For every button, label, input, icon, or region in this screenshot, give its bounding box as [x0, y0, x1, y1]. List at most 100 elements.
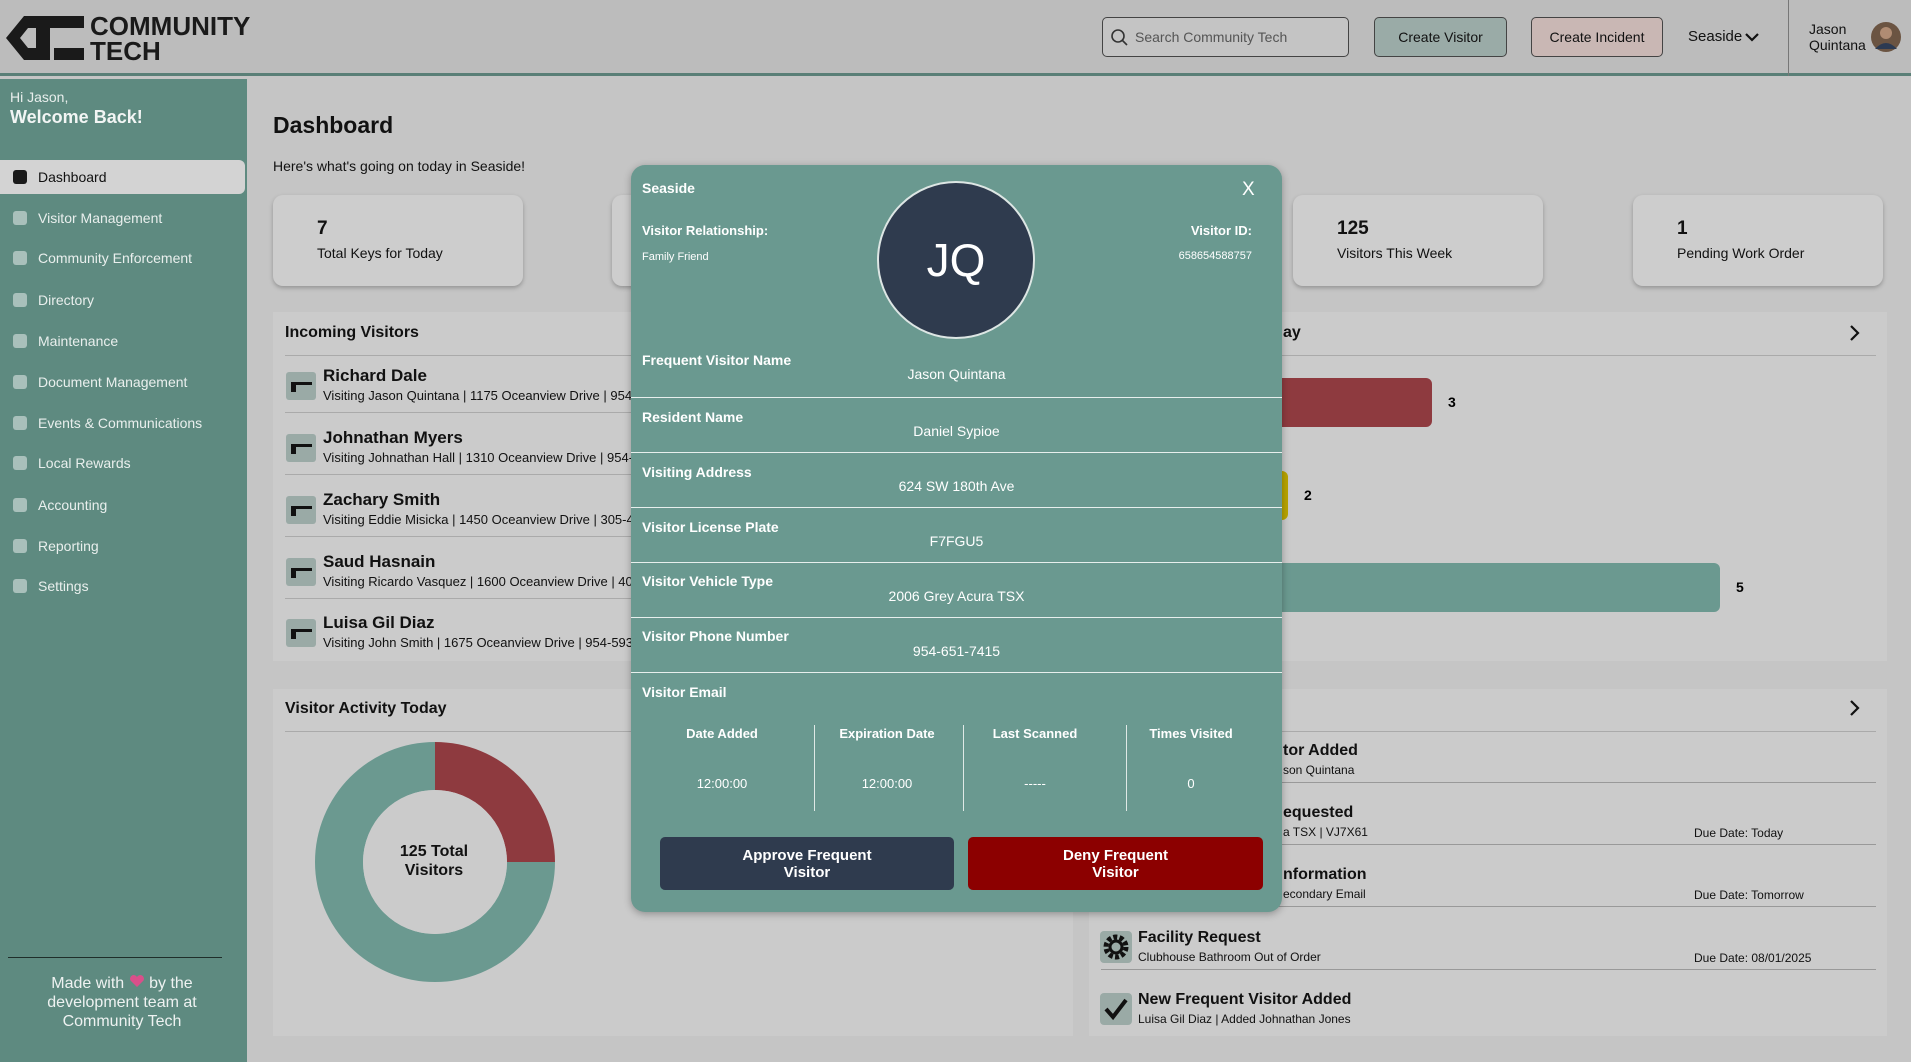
field-value: 954-651-7415	[912, 643, 1001, 659]
visitor-detail: Visiting Eddie Misicka | 1450 Oceanview …	[323, 512, 634, 527]
divider	[963, 725, 964, 811]
visitor-name[interactable]: Zachary Smith	[323, 490, 441, 509]
nav-item[interactable]: Events & Communications	[38, 415, 203, 431]
field-label: Visitor Vehicle Type	[642, 573, 773, 589]
sidebar-footer: Made with by the development team at Com…	[22, 974, 222, 1031]
nav-item[interactable]: Dashboard	[0, 160, 245, 194]
nav-icon	[13, 375, 27, 389]
nav-icon	[13, 539, 27, 553]
table-header: Date Added	[686, 726, 758, 741]
visitor-id-label: Visitor ID:	[1190, 223, 1252, 238]
icon-shape	[13, 416, 27, 430]
table-header: Times Visited	[1149, 726, 1233, 741]
donut-hole	[363, 790, 507, 934]
stat-label: Visitors This Week	[1337, 245, 1453, 261]
task-detail: a TSX | VJ7X61	[1283, 825, 1368, 839]
nav-item[interactable]: Local Rewards	[38, 455, 131, 471]
task-title[interactable]: Facility Request	[1138, 929, 1261, 946]
stat-label: Total Keys for Today	[317, 245, 443, 261]
user-name[interactable]: Jason Quintana	[1809, 21, 1866, 53]
nav-item[interactable]: Accounting	[38, 497, 108, 513]
greeting: Hi Jason,	[10, 89, 69, 105]
logo-line: COMMUNITY	[90, 11, 251, 41]
stat-card: 1 Pending Work Order	[1633, 195, 1883, 286]
visitor-name[interactable]: Johnathan Myers	[323, 428, 463, 447]
field-value: 624 SW 180th Ave	[898, 478, 1015, 494]
icon-shape	[286, 619, 316, 647]
divider	[1101, 969, 1876, 970]
panel-title: Incoming Visitors	[285, 324, 419, 341]
chevron-right[interactable]	[1845, 323, 1865, 343]
icon-shape	[286, 372, 316, 400]
nav-icon	[13, 498, 27, 512]
divider	[631, 562, 1282, 563]
stat-value: 125	[1337, 218, 1369, 239]
divider	[1101, 782, 1876, 783]
icon-shape	[291, 444, 312, 454]
task-title[interactable]: tor Added	[1283, 742, 1358, 759]
search-box[interactable]: Search Community Tech	[1102, 17, 1349, 57]
community-select[interactable]: Seaside	[1688, 28, 1743, 45]
key-icon	[286, 372, 316, 400]
visitor-name[interactable]: Luisa Gil Diaz	[323, 613, 435, 632]
create-incident-button[interactable]: Create Incident	[1531, 17, 1663, 57]
field-label: Frequent Visitor Name	[642, 352, 792, 368]
deny-button[interactable]: Deny Frequent Visitor	[968, 837, 1263, 890]
nav-item[interactable]: Reporting	[38, 538, 99, 554]
task-title[interactable]: New Frequent Visitor Added	[1138, 991, 1352, 1008]
relationship-value: Family Friend	[642, 251, 709, 263]
nav-icon	[13, 456, 27, 470]
panel-title: Visitor Activity Today	[285, 700, 447, 717]
nav-item[interactable]: Community Enforcement	[38, 250, 193, 266]
visitor-name[interactable]: Richard Dale	[323, 366, 427, 385]
task-detail: Clubhouse Bathroom Out of Order	[1138, 950, 1321, 964]
nav-icon	[13, 416, 27, 430]
task-title[interactable]: equested	[1283, 804, 1354, 821]
nav-item[interactable]: Document Management	[38, 374, 188, 390]
close-button[interactable]: X	[1242, 179, 1255, 200]
divider	[631, 507, 1282, 508]
table-header: Expiration Date	[839, 726, 935, 741]
key-icon	[286, 558, 316, 586]
icon-shape	[291, 629, 312, 639]
task-due-date: Due Date: 08/01/2025	[1694, 951, 1812, 965]
visitor-id: 658654588757	[1178, 250, 1252, 262]
user-avatar[interactable]	[1870, 21, 1902, 53]
divider	[1126, 725, 1127, 811]
icon-shape	[291, 568, 312, 578]
visitor-name[interactable]: Saud Hasnain	[323, 552, 436, 571]
table-value: 0	[1187, 776, 1195, 791]
icon-shape	[13, 211, 27, 225]
stat-card: 125 Visitors This Week	[1293, 195, 1543, 286]
donut-center-label: 125 Total Visitors	[399, 843, 469, 879]
sidebar	[0, 79, 247, 1062]
nav-icon	[13, 170, 27, 184]
visitor-detail: Visiting Jason Quintana | 1175 Oceanview…	[323, 388, 644, 403]
icon-shape	[291, 382, 312, 392]
divider	[1101, 355, 1876, 356]
task-due-date: Due Date: Tomorrow	[1694, 888, 1804, 902]
check-icon	[1100, 993, 1132, 1025]
page-subtitle: Here's what's going on today in Seaside!	[273, 158, 526, 174]
email-label: Visitor Email	[642, 684, 727, 700]
create-visitor-button[interactable]: Create Visitor	[1374, 17, 1507, 57]
field-value: Daniel Sypioe	[913, 423, 1000, 439]
nav-item[interactable]: Visitor Management	[38, 210, 163, 226]
approve-button[interactable]: Approve Frequent Visitor	[660, 837, 954, 890]
task-detail: Luisa Gil Diaz | Added Johnathan Jones	[1138, 1012, 1351, 1026]
nav-item[interactable]: Maintenance	[38, 333, 119, 349]
nav-icon	[13, 211, 27, 225]
table-value: -----	[1024, 776, 1046, 791]
donut-segment	[315, 742, 555, 982]
nav-item[interactable]: Directory	[38, 292, 95, 308]
relationship-label: Visitor Relationship:	[642, 223, 769, 238]
divider	[814, 725, 815, 811]
chevron-right[interactable]	[1845, 698, 1865, 718]
bar-value-label: 2	[1304, 487, 1312, 503]
task-title[interactable]: nformation	[1283, 866, 1367, 883]
field-value: 2006 Grey Acura TSX	[888, 588, 1025, 604]
divider	[8, 957, 222, 958]
nav-item[interactable]: Settings	[38, 578, 89, 594]
logo-mark	[6, 16, 84, 60]
